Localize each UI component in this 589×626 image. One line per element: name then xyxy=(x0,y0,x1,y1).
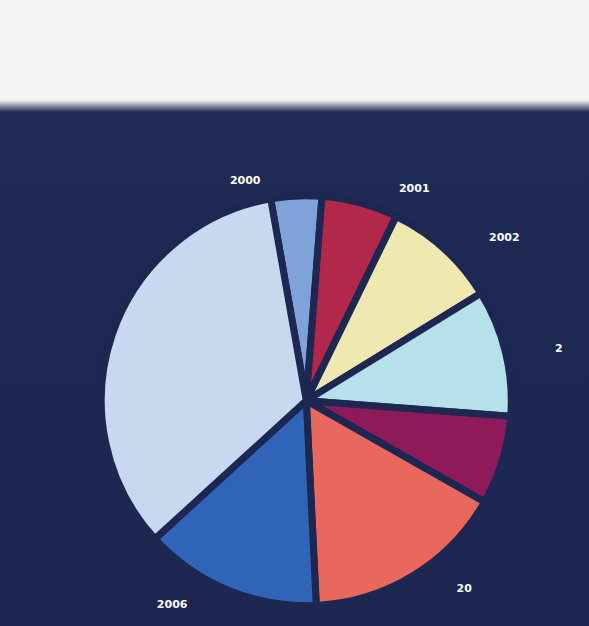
svg-text:2001: 2001 xyxy=(399,182,430,195)
svg-text:2006: 2006 xyxy=(157,598,188,611)
svg-text:2: 2 xyxy=(555,342,563,355)
svg-text:2002: 2002 xyxy=(489,231,520,244)
svg-text:2000: 2000 xyxy=(230,174,261,187)
svg-text:20: 20 xyxy=(457,582,473,595)
